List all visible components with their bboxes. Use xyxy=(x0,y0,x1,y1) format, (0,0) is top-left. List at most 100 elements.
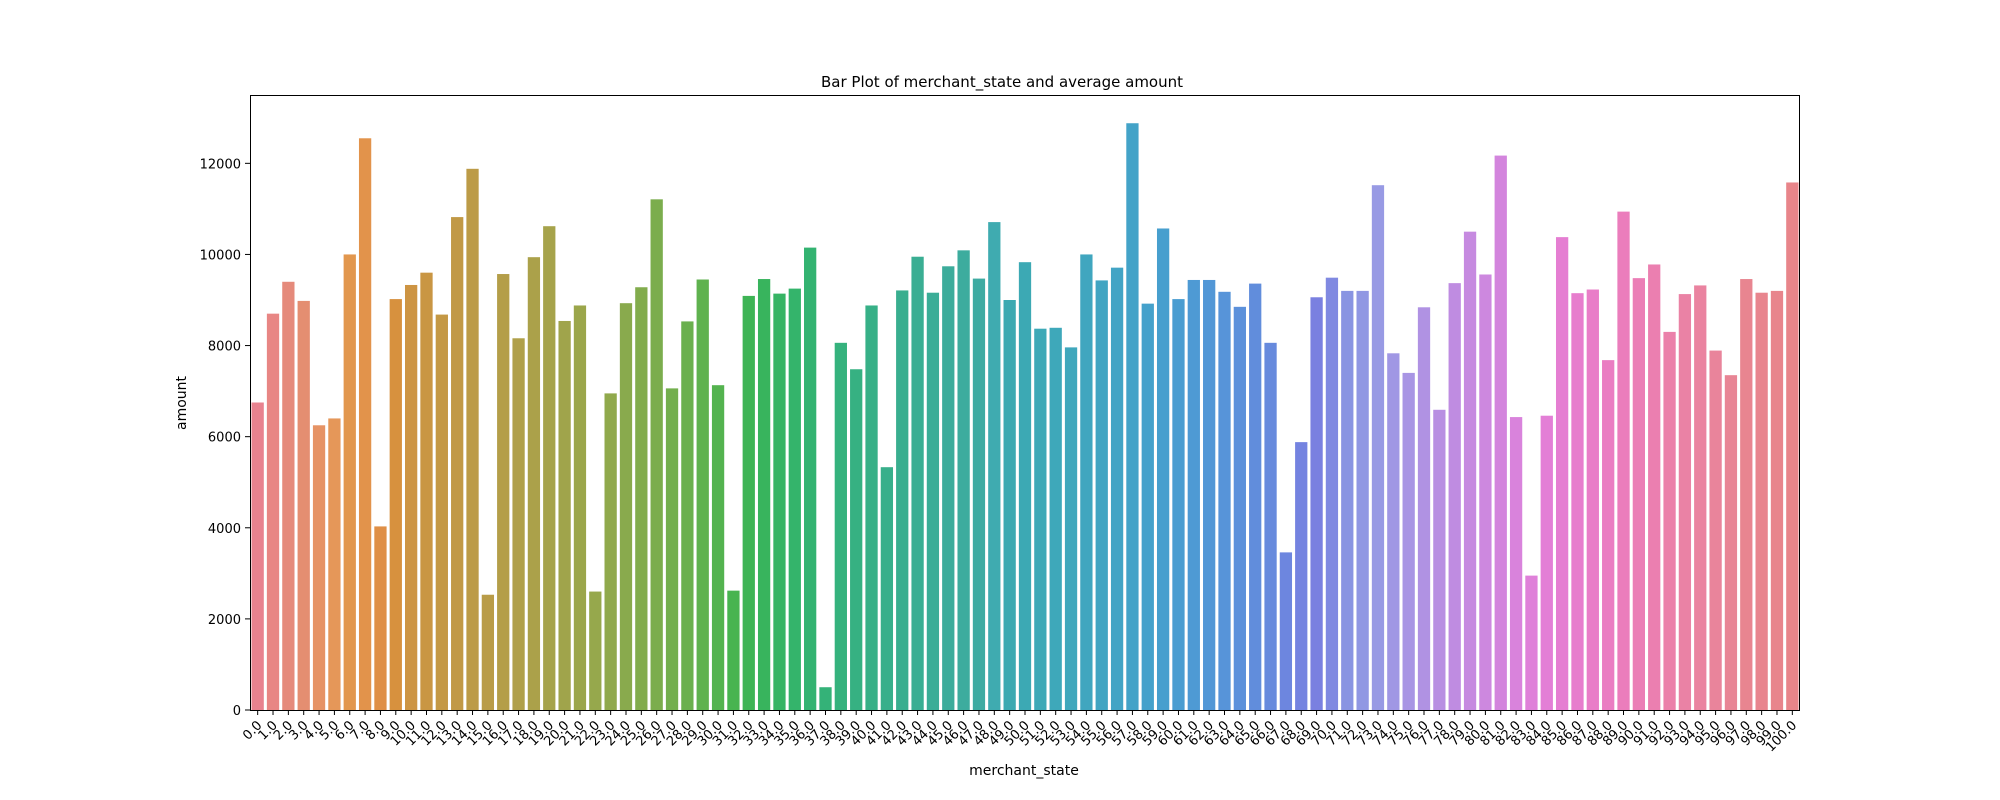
bar-50.0 xyxy=(1018,262,1032,710)
bar-81.0 xyxy=(1494,155,1507,711)
bar-0.0 xyxy=(251,402,264,710)
bar-11.0 xyxy=(420,272,433,710)
bar-67.0 xyxy=(1279,552,1293,710)
bar-1.0 xyxy=(266,313,280,710)
bar-24.0 xyxy=(619,303,633,710)
bar-98.0 xyxy=(1755,292,1768,710)
bar-32.0 xyxy=(742,295,755,710)
y-tick-label: 12000 xyxy=(200,157,241,172)
bar-69.0 xyxy=(1310,297,1323,710)
bar-65.0 xyxy=(1249,283,1262,710)
bar-86.0 xyxy=(1571,293,1584,710)
bar-72.0 xyxy=(1356,290,1369,710)
bar-92.0 xyxy=(1663,331,1676,710)
bar-15.0 xyxy=(481,594,495,710)
bar-20.0 xyxy=(558,320,571,710)
bar-62.0 xyxy=(1203,279,1216,710)
bar-80.0 xyxy=(1479,274,1492,710)
bar-47.0 xyxy=(972,278,986,710)
bar-14.0 xyxy=(466,168,479,711)
y-axis-label: amount xyxy=(174,375,190,430)
bar-44.0 xyxy=(926,292,940,710)
x-axis-label: merchant_state xyxy=(969,763,1079,779)
bar-43.0 xyxy=(911,256,924,710)
bar-60.0 xyxy=(1172,299,1185,710)
bar-58.0 xyxy=(1141,303,1154,710)
bar-83.0 xyxy=(1525,575,1538,710)
bar-21.0 xyxy=(573,305,587,710)
y-tick-label: 2000 xyxy=(208,613,241,628)
bar-51.0 xyxy=(1034,328,1047,710)
y-tick-label: 10000 xyxy=(200,248,241,263)
bar-26.0 xyxy=(650,199,663,710)
bar-7.0 xyxy=(358,138,372,710)
bar-74.0 xyxy=(1387,353,1400,710)
bar-95.0 xyxy=(1709,350,1722,710)
bar-16.0 xyxy=(497,274,510,710)
bar-48.0 xyxy=(988,222,1001,710)
bar-71.0 xyxy=(1341,290,1354,710)
bar-97.0 xyxy=(1740,279,1753,710)
bar-9.0 xyxy=(389,299,402,710)
bar-73.0 xyxy=(1371,185,1385,710)
bar-17.0 xyxy=(512,338,525,710)
bar-36.0 xyxy=(804,247,817,711)
bar-77.0 xyxy=(1433,409,1446,710)
bar-41.0 xyxy=(880,467,894,710)
bar-8.0 xyxy=(374,526,387,710)
bar-19.0 xyxy=(543,226,556,710)
bar-6.0 xyxy=(343,254,356,710)
bar-25.0 xyxy=(635,287,648,710)
bar-38.0 xyxy=(834,342,847,710)
bar-37.0 xyxy=(819,687,832,710)
bar-29.0 xyxy=(696,279,709,710)
bar-4.0 xyxy=(312,425,326,710)
bar-79.0 xyxy=(1463,231,1477,711)
bar-59.0 xyxy=(1156,228,1170,711)
bar-5.0 xyxy=(328,418,341,710)
bar-55.0 xyxy=(1095,280,1108,710)
bar-68.0 xyxy=(1295,442,1308,710)
bar-76.0 xyxy=(1417,307,1431,710)
bar-82.0 xyxy=(1509,417,1523,710)
y-axis: 0 2000 4000 6000 8000 10000 12000 xyxy=(200,157,250,719)
bar-70.0 xyxy=(1325,277,1339,710)
bar-33.0 xyxy=(757,279,771,710)
bar-94.0 xyxy=(1694,285,1707,710)
bar-99.0 xyxy=(1770,290,1784,710)
bar-54.0 xyxy=(1080,254,1093,710)
bar-78.0 xyxy=(1448,283,1461,710)
bar-40.0 xyxy=(865,305,878,710)
y-tick-label: 8000 xyxy=(208,340,241,355)
y-tick-label: 4000 xyxy=(208,522,241,537)
bar-64.0 xyxy=(1233,306,1246,710)
bar-3.0 xyxy=(297,300,310,710)
bar-52.0 xyxy=(1049,327,1062,710)
plot-frame xyxy=(250,95,1800,711)
bar-90.0 xyxy=(1632,278,1645,710)
y-tick-label: 0 xyxy=(233,704,241,719)
bar-56.0 xyxy=(1110,267,1124,710)
bar-100.0 xyxy=(1786,182,1799,711)
bar-42.0 xyxy=(896,290,909,710)
bar-63.0 xyxy=(1218,291,1231,710)
bar-31.0 xyxy=(727,590,740,710)
y-tick-label: 6000 xyxy=(208,431,241,446)
bar-75.0 xyxy=(1402,372,1415,710)
bar-49.0 xyxy=(1003,300,1016,710)
bar-93.0 xyxy=(1678,294,1692,710)
bar-22.0 xyxy=(589,591,602,710)
bar-2.0 xyxy=(282,281,295,710)
chart-title: Bar Plot of merchant_state and average a… xyxy=(821,73,1183,92)
bar-84.0 xyxy=(1540,415,1553,710)
bar-23.0 xyxy=(604,393,617,710)
bar-61.0 xyxy=(1187,279,1200,710)
bar-53.0 xyxy=(1064,347,1078,710)
bar-35.0 xyxy=(788,288,801,710)
bar-30.0 xyxy=(711,385,725,710)
bar-18.0 xyxy=(527,257,541,710)
bar-10.0 xyxy=(405,284,418,710)
bar-57.0 xyxy=(1126,123,1139,711)
bar-85.0 xyxy=(1555,237,1569,710)
